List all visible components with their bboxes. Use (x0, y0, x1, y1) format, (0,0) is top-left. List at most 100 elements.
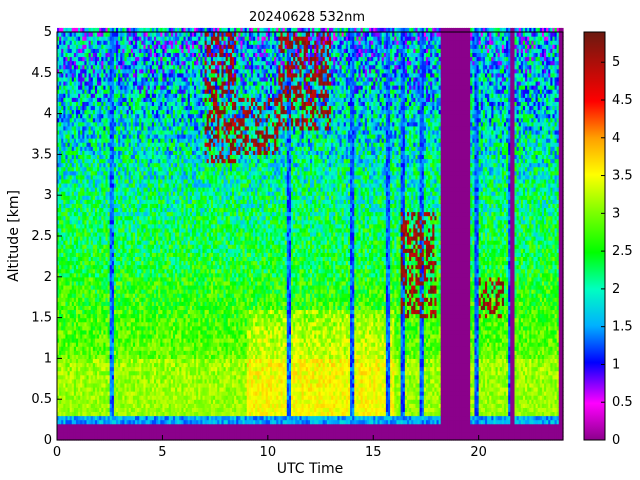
heatmap-cell (71, 68, 75, 74)
heatmap-cell (88, 399, 92, 404)
heatmap-cell (57, 386, 60, 392)
heatmap-cell (126, 317, 130, 323)
heatmap-cell (82, 293, 86, 298)
heatmap-cell (78, 350, 81, 355)
heatmap-cell (97, 36, 100, 41)
heatmap-cell (63, 240, 67, 245)
heatmap-cell (73, 370, 77, 376)
heatmap-cell (92, 158, 96, 164)
heatmap-cell (97, 227, 100, 233)
heatmap-cell (88, 260, 92, 266)
heatmap-cell (99, 158, 102, 164)
heatmap-cell (67, 195, 71, 200)
heatmap-cell (84, 256, 88, 262)
heatmap-cell (126, 27, 130, 33)
heatmap-cell (109, 80, 113, 86)
heatmap-cell (99, 134, 102, 139)
heatmap-cell (122, 121, 126, 127)
heatmap-cell (126, 117, 130, 123)
heatmap-cell (90, 256, 94, 262)
heatmap-cell (63, 146, 67, 151)
heatmap-cell (109, 244, 113, 249)
heatmap-cell (67, 321, 71, 327)
heatmap-cell (122, 60, 126, 66)
heatmap-cell (120, 386, 123, 392)
heatmap-cell (126, 415, 130, 421)
heatmap-cell (94, 236, 98, 241)
heatmap-cell (88, 182, 92, 188)
heatmap-cell (90, 125, 94, 131)
heatmap-cell (59, 36, 62, 41)
heatmap-cell (71, 231, 75, 237)
heatmap-cell (128, 403, 132, 408)
heatmap-cell (84, 138, 88, 143)
heatmap-cell (122, 170, 126, 176)
heatmap-cell (120, 399, 123, 404)
heatmap-cell (57, 97, 60, 102)
heatmap-cell (101, 252, 104, 257)
heatmap-cell (105, 105, 109, 111)
heatmap-cell (122, 72, 126, 78)
heatmap-cell (111, 240, 115, 245)
heatmap-cell (124, 182, 128, 188)
heatmap-cell (113, 166, 117, 172)
heatmap-cell (99, 395, 102, 400)
heatmap-cell (88, 166, 92, 172)
heatmap-cell (75, 415, 79, 421)
heatmap-cell (105, 40, 109, 45)
heatmap-cell (88, 146, 92, 151)
heatmap-cell (92, 223, 96, 229)
heatmap-cell (92, 305, 96, 311)
heatmap-cell (122, 223, 126, 229)
heatmap-cell (120, 105, 123, 111)
heatmap-cell (97, 134, 100, 139)
heatmap-cell (78, 411, 81, 417)
heatmap-cell (97, 44, 100, 49)
heatmap-cell (78, 313, 81, 319)
heatmap-cell (97, 68, 100, 74)
heatmap-cell (71, 236, 75, 241)
heatmap-cell (99, 195, 102, 200)
heatmap-cell (97, 240, 100, 245)
heatmap-cell (82, 109, 86, 115)
heatmap-cell (118, 60, 121, 66)
heatmap-cell (73, 317, 77, 323)
heatmap-cell (126, 309, 130, 315)
heatmap-cell (61, 207, 64, 213)
heatmap-cell (118, 280, 121, 286)
heatmap-cell (105, 289, 109, 294)
heatmap-cell (101, 227, 104, 233)
heatmap-cell (99, 223, 102, 229)
heatmap-cell (80, 195, 83, 200)
heatmap-cell (118, 399, 121, 404)
heatmap-cell (82, 203, 86, 209)
heatmap-cell (69, 386, 73, 392)
heatmap-cell (71, 76, 75, 82)
heatmap-cell (97, 321, 100, 327)
heatmap-cell (73, 215, 77, 221)
heatmap-cell (65, 382, 69, 388)
heatmap-cell (101, 121, 104, 127)
heatmap-cell (84, 236, 88, 241)
heatmap-cell (103, 350, 107, 355)
heatmap-cell (84, 162, 88, 168)
heatmap-cell (84, 97, 88, 102)
heatmap-cell (71, 121, 75, 127)
heatmap-cell (84, 154, 88, 160)
heatmap-cell (124, 52, 128, 58)
heatmap-cell (90, 301, 94, 306)
heatmap-cell (122, 289, 126, 294)
heatmap-cell (118, 27, 121, 33)
heatmap-cell (94, 276, 98, 282)
heatmap-cell (126, 240, 130, 245)
heatmap-cell (99, 211, 102, 217)
heatmap-cell (71, 276, 75, 282)
heatmap-cell (61, 203, 64, 209)
heatmap-cell (107, 382, 111, 388)
heatmap-cell (126, 146, 130, 151)
heatmap-cell (97, 199, 100, 204)
heatmap-cell (118, 338, 121, 343)
heatmap-cell (63, 64, 67, 70)
heatmap-cell (65, 64, 69, 70)
heatmap-cell (92, 48, 96, 53)
